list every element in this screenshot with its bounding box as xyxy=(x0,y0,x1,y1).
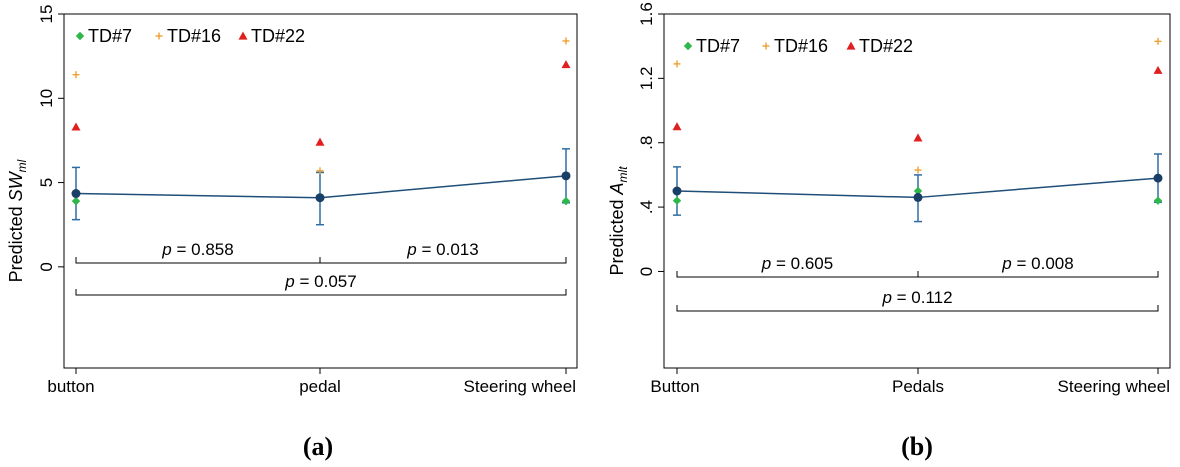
y-tick-label: 5 xyxy=(37,178,56,187)
p-value-label: p = 0.008 xyxy=(1001,254,1073,273)
y-axis-label-var: A xyxy=(607,182,627,195)
panel-caption: (a) xyxy=(303,432,333,461)
bracket-line xyxy=(319,257,567,264)
y-tick-label: 10 xyxy=(37,89,56,108)
mean-point-3 xyxy=(561,171,571,181)
mean-point-1 xyxy=(71,189,81,199)
p-value: = 0.112 xyxy=(892,288,953,307)
bracket-line xyxy=(75,289,567,296)
p-value-label: p = 0.013 xyxy=(406,240,478,259)
x-tick-label: Steering wheel xyxy=(1058,377,1170,396)
point-TD16-2 xyxy=(316,167,324,175)
y-axis-label: Predicted Amlt xyxy=(607,166,630,276)
p-symbol: p xyxy=(881,288,891,307)
x-tick-label: Button xyxy=(650,377,699,396)
x-tick-label: pedal xyxy=(299,377,341,396)
p-value: = 0.008 xyxy=(1012,254,1074,273)
y-tick-label: 0 xyxy=(637,267,656,276)
p-value: = 0.858 xyxy=(172,240,234,259)
y-tick-label: .4 xyxy=(637,200,656,214)
legend-marker-3 xyxy=(846,41,856,50)
point-TD22-2 xyxy=(315,137,325,146)
point-TD7-3 xyxy=(561,196,571,206)
point-TD22-3 xyxy=(561,60,571,69)
chart-panel-2: 0 .4 .8 1.2 1.6 Button Pedals Steering wheel Pre… xyxy=(607,2,1171,461)
p-symbol: p xyxy=(761,254,771,273)
p-value: = 0.605 xyxy=(771,254,833,273)
point-TD7-1 xyxy=(672,196,682,205)
bracket-line xyxy=(676,305,1159,312)
point-TD22-2 xyxy=(913,133,923,142)
y-tick-label: 15 xyxy=(37,5,56,24)
point-TD16-1 xyxy=(72,71,80,79)
point-TD22-3 xyxy=(1153,65,1163,74)
point-TD16-3 xyxy=(562,37,570,45)
legend-marker-3 xyxy=(238,31,248,40)
y-axis-label-sub: mlt xyxy=(616,166,630,183)
comparison-bracket-2: p = 0.008 xyxy=(917,254,1159,278)
mean-point-3 xyxy=(1153,173,1163,183)
x-tick-label: button xyxy=(47,377,94,396)
y-axis-label-var: SW xyxy=(6,170,26,201)
point-TD7-3 xyxy=(1153,196,1163,205)
p-symbol: p xyxy=(284,272,294,291)
y-axis-label-sub: ml xyxy=(15,159,29,172)
mean-point-2 xyxy=(913,192,923,202)
panel-caption: (b) xyxy=(901,432,933,461)
legend-label-1: TD#7 xyxy=(88,26,132,46)
p-value-label: p = 0.057 xyxy=(284,272,356,291)
legend-marker-1 xyxy=(683,41,693,51)
point-TD16-1 xyxy=(673,60,681,68)
point-TD7-1 xyxy=(71,196,81,206)
legend-label-2: TD#16 xyxy=(167,26,221,46)
legend-label-3: TD#22 xyxy=(859,36,913,56)
x-tick-label: Steering wheel xyxy=(464,377,576,396)
p-value-label: p = 0.112 xyxy=(881,288,952,307)
mean-point-2 xyxy=(315,193,325,203)
p-value: = 0.013 xyxy=(417,240,479,259)
point-TD22-1 xyxy=(672,122,682,131)
comparison-bracket-1: p = 0.605 xyxy=(676,254,919,278)
legend-label-3: TD#22 xyxy=(251,26,305,46)
y-axis-label: Predicted SWml xyxy=(6,159,29,282)
point-TD16-2 xyxy=(914,166,922,174)
point-TD16-3 xyxy=(1154,37,1162,45)
legend-marker-2 xyxy=(762,42,770,50)
legend-marker-1 xyxy=(75,31,85,41)
y-tick-label: 1.2 xyxy=(637,67,656,91)
p-symbol: p xyxy=(161,240,171,259)
x-tick-label: Pedals xyxy=(892,377,944,396)
y-axis-label-prefix: Predicted xyxy=(6,201,26,282)
mean-point-1 xyxy=(672,186,682,196)
point-TD22-1 xyxy=(71,122,81,131)
p-symbol: p xyxy=(1001,254,1011,273)
y-tick-label: 1.6 xyxy=(637,2,656,26)
p-value: = 0.057 xyxy=(295,272,357,291)
p-symbol: p xyxy=(406,240,416,259)
legend-marker-2 xyxy=(155,32,163,40)
point-TD7-2 xyxy=(913,186,923,196)
chart-panel-1: 0 5 10 15 button pedal Steering wheel Predicted… xyxy=(6,5,578,461)
comparison-bracket-3: p = 0.057 xyxy=(75,272,567,296)
comparison-bracket-3: p = 0.112 xyxy=(676,288,1159,312)
legend-label-1: TD#7 xyxy=(696,36,740,56)
comparison-bracket-2: p = 0.013 xyxy=(319,240,567,264)
comparison-bracket-1: p = 0.858 xyxy=(75,240,321,264)
y-tick-label: 0 xyxy=(37,262,56,271)
legend-label-2: TD#16 xyxy=(774,36,828,56)
y-tick-label: .8 xyxy=(637,136,656,150)
p-value-label: p = 0.858 xyxy=(161,240,233,259)
y-axis-label-prefix: Predicted xyxy=(607,194,627,275)
bracket-line xyxy=(917,271,1159,278)
p-value-label: p = 0.605 xyxy=(761,254,833,273)
plot-frame xyxy=(663,13,1171,369)
